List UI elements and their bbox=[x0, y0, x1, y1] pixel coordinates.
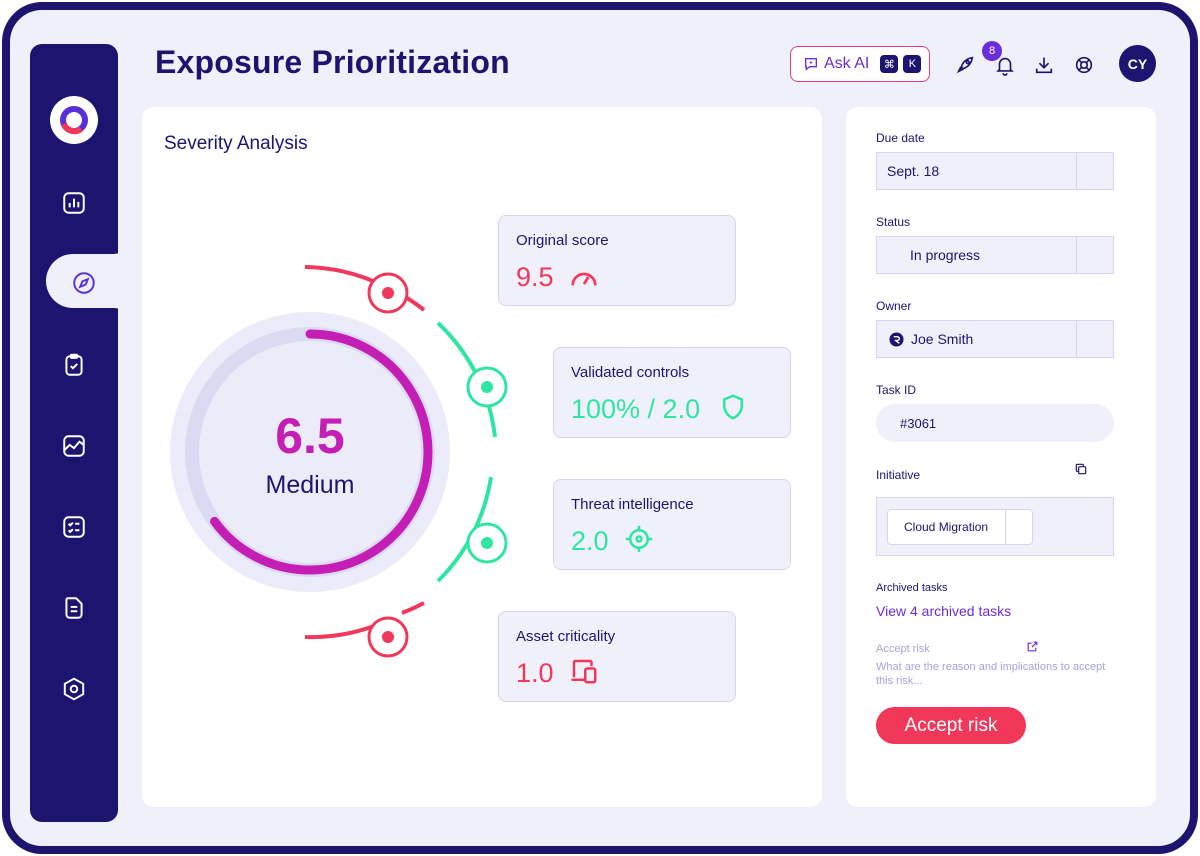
severity-level: Medium bbox=[265, 471, 355, 499]
metric-label: Asset criticality bbox=[516, 628, 616, 645]
download-icon[interactable] bbox=[1033, 54, 1055, 76]
task-id-field: #3061 bbox=[876, 404, 1114, 442]
node-validated-controls bbox=[466, 366, 508, 408]
due-date-label: Due date bbox=[876, 131, 925, 145]
owner-select[interactable]: Joe Smith bbox=[876, 320, 1114, 358]
line-chart-icon bbox=[63, 435, 85, 457]
severity-score: 6.5 bbox=[275, 408, 345, 464]
initiative-value: Cloud Migration bbox=[904, 520, 989, 534]
status-select[interactable]: In progress bbox=[876, 236, 1114, 274]
field-divider bbox=[1076, 237, 1077, 273]
logo-icon bbox=[60, 106, 88, 135]
status-value: In progress bbox=[910, 247, 981, 263]
view-archived-tasks-link[interactable]: View 4 archived tasks bbox=[876, 603, 1012, 619]
sidebar-item-settings[interactable] bbox=[30, 661, 118, 717]
crosshair-icon bbox=[625, 525, 653, 553]
field-divider bbox=[1076, 321, 1077, 357]
severity-analysis-card: Severity Analysis bbox=[142, 107, 822, 807]
shortcut-key-cmd: ⌘ bbox=[880, 55, 899, 73]
metric-label: Original score bbox=[516, 232, 609, 249]
initiative-label: Initiative bbox=[876, 468, 921, 482]
accept-risk-field-label: Accept risk bbox=[876, 643, 930, 655]
metric-original-score: Original score 9.5 bbox=[498, 215, 736, 306]
metric-value: 2.0 bbox=[571, 526, 609, 556]
sidebar-item-tasks[interactable] bbox=[30, 337, 118, 393]
rocket-icon[interactable] bbox=[954, 54, 976, 76]
metric-threat-intelligence: Threat intelligence 2.0 bbox=[553, 479, 791, 570]
help-lifebuoy-icon[interactable] bbox=[1073, 54, 1095, 76]
task-id-value: #3061 bbox=[900, 415, 937, 431]
sidebar-item-checklist[interactable] bbox=[30, 499, 118, 555]
clipboard-check-icon bbox=[65, 353, 83, 376]
arc-segment-asset-criticality-tail bbox=[401, 601, 425, 615]
sidebar-item-analytics[interactable] bbox=[30, 418, 118, 474]
metric-value: 100% / 2.0 bbox=[571, 394, 701, 424]
devices-icon bbox=[571, 659, 597, 684]
due-date-value: Sept. 18 bbox=[887, 163, 940, 179]
owner-avatar-icon bbox=[889, 331, 904, 347]
ai-chat-icon bbox=[805, 58, 817, 71]
accept-risk-button[interactable]: Accept risk bbox=[876, 707, 1026, 744]
owner-value: Joe Smith bbox=[911, 331, 974, 347]
compass-icon bbox=[73, 272, 95, 294]
metric-value: 9.5 bbox=[516, 262, 554, 292]
document-icon bbox=[65, 597, 83, 619]
ask-ai-label: Ask AI bbox=[824, 55, 870, 72]
bell-icon[interactable] bbox=[994, 54, 1016, 76]
archived-tasks-label: Archived tasks bbox=[876, 582, 948, 594]
due-date-field[interactable]: Sept. 18 bbox=[876, 152, 1114, 190]
node-threat-intelligence bbox=[466, 522, 508, 564]
copy-icon[interactable] bbox=[1074, 462, 1088, 476]
task-details-panel: Due date Sept. 18 Status In progress Own… bbox=[846, 107, 1156, 807]
sidebar-item-dashboard[interactable] bbox=[30, 175, 118, 231]
task-id-label: Task ID bbox=[876, 383, 917, 397]
chip-divider bbox=[1005, 510, 1006, 544]
metric-asset-criticality: Asset criticality 1.0 bbox=[498, 611, 736, 702]
sidebar bbox=[30, 44, 128, 822]
metric-value: 1.0 bbox=[516, 658, 554, 688]
accept-risk-textarea[interactable]: What are the reason and implications to … bbox=[876, 661, 1106, 687]
metric-label: Validated controls bbox=[571, 364, 690, 381]
node-original-score bbox=[367, 272, 409, 314]
shortcut-key-k: K bbox=[903, 55, 922, 73]
page-title: Exposure Prioritization bbox=[155, 44, 510, 80]
user-avatar[interactable]: CY bbox=[1119, 45, 1156, 82]
status-label: Status bbox=[876, 215, 911, 229]
field-divider bbox=[1076, 153, 1077, 189]
initiative-chip[interactable]: Cloud Migration bbox=[887, 509, 1033, 545]
metric-label: Threat intelligence bbox=[571, 496, 694, 513]
checklist-icon bbox=[63, 516, 85, 538]
section-title: Severity Analysis bbox=[164, 133, 308, 154]
sidebar-item-explore[interactable] bbox=[40, 255, 128, 311]
gauge-progress-arc bbox=[210, 329, 433, 575]
shield-icon bbox=[723, 394, 743, 420]
external-link-icon[interactable] bbox=[1026, 640, 1039, 653]
logo[interactable] bbox=[50, 96, 98, 144]
sidebar-item-reports[interactable] bbox=[30, 580, 118, 636]
owner-label: Owner bbox=[876, 299, 912, 313]
ask-ai-button[interactable]: Ask AI ⌘ K bbox=[790, 46, 930, 82]
severity-gauge bbox=[170, 265, 508, 658]
metric-validated-controls: Validated controls 100% / 2.0 bbox=[553, 347, 791, 438]
arc-segment-original-score bbox=[304, 265, 383, 287]
initiative-field[interactable]: Cloud Migration bbox=[876, 497, 1114, 556]
notification-badge: 8 bbox=[982, 41, 1002, 61]
hexagon-settings-icon bbox=[63, 677, 85, 701]
gauge-icon bbox=[571, 272, 597, 286]
bar-chart-icon bbox=[63, 192, 85, 214]
node-asset-criticality bbox=[367, 616, 409, 658]
